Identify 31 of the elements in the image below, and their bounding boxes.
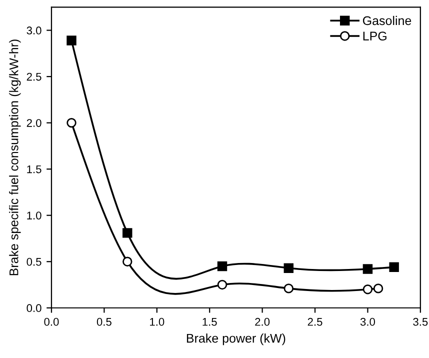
point <box>122 228 132 238</box>
x-tick-label: 2.5 <box>308 318 322 326</box>
y-tick-label: 1.0 <box>27 212 42 220</box>
legend-label: Gasoline <box>362 16 412 26</box>
y-tick-label: 0.0 <box>26 304 42 312</box>
x-tick-label: 2.0 <box>255 318 270 326</box>
point <box>362 264 373 274</box>
y-tick-label: 3.0 <box>26 26 42 34</box>
point <box>373 284 384 294</box>
point <box>389 262 399 272</box>
y-axis-title: Brake specific fuel consumption (kg/kW-hr) <box>9 40 21 276</box>
x-tick-label: 3.0 <box>360 318 376 326</box>
y-tick-label: 2.5 <box>26 72 42 81</box>
legend-label: LPG <box>363 32 386 40</box>
point <box>217 261 228 272</box>
x-tick-label: 0.5 <box>96 318 112 326</box>
point <box>66 118 76 128</box>
x-tick-label: 1.0 <box>150 318 164 326</box>
point <box>284 284 294 294</box>
y-tick-label: 2.0 <box>26 119 42 127</box>
y-tick-label: 1.5 <box>27 165 42 174</box>
x-tick-label: 0.0 <box>44 318 59 326</box>
point <box>66 36 76 46</box>
point <box>362 284 373 294</box>
x-axis-title: Brake power (kW) <box>186 334 286 346</box>
x-tick-label: 3.5 <box>413 318 428 326</box>
point <box>284 263 294 273</box>
x-tick-label: 1.5 <box>202 318 217 326</box>
y-tick-label: 0.5 <box>26 258 42 266</box>
point <box>122 256 132 266</box>
point <box>217 280 228 290</box>
